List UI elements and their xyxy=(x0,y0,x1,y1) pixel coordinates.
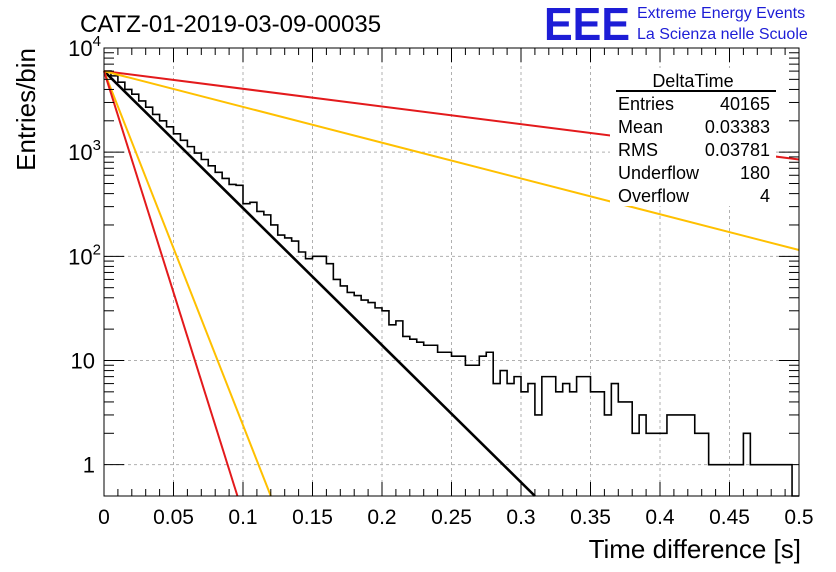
stats-label: Mean xyxy=(618,117,663,137)
stats-label: Overflow xyxy=(618,186,690,206)
stats-value: 40165 xyxy=(720,94,770,114)
stats-box: DeltaTime Entries 40165 Mean 0.03383 RMS 0.03… xyxy=(610,68,776,206)
org-line-2: La Scienza nelle Scuole xyxy=(637,26,808,43)
stats-value: 180 xyxy=(740,163,770,183)
fit-line xyxy=(103,70,239,497)
stats-value: 0.03383 xyxy=(705,117,770,137)
x-tick-label: 0 xyxy=(98,506,110,529)
y-tick-label: 104 xyxy=(68,33,101,61)
x-tick-labels: 0 0.05 0.1 0.15 0.2 0.25 0.3 0.35 0.4 0.45 0.5 xyxy=(98,506,813,529)
x-tick-label: 0.25 xyxy=(431,506,472,529)
stats-rows: Entries 40165 Mean 0.03383 RMS 0.03781Underfl… xyxy=(618,94,770,206)
y-tick-labels: 1 10 102 103 104 xyxy=(68,33,101,478)
y-tick-label: 1 xyxy=(83,453,95,478)
y-axis-title: Entries/bin xyxy=(11,48,41,171)
x-tick-label: 0.2 xyxy=(367,506,396,529)
y-tick-label: 10 xyxy=(71,348,95,373)
grid-lines xyxy=(104,48,799,496)
x-tick-label: 0.1 xyxy=(228,506,257,529)
stats-value: 4 xyxy=(760,186,770,206)
stats-box-title: DeltaTime xyxy=(652,71,733,91)
x-tick-label: 0.35 xyxy=(570,506,611,529)
x-tick-label: 0.4 xyxy=(645,506,675,529)
x-tick-label: 0.45 xyxy=(709,506,750,529)
axis-ticks xyxy=(103,47,800,496)
fit-line xyxy=(103,70,272,497)
histogram xyxy=(104,70,799,497)
stats-label: Underflow xyxy=(618,163,700,183)
x-tick-label: 0.5 xyxy=(784,506,813,529)
y-tick-label: 102 xyxy=(68,241,101,269)
stats-label: Entries xyxy=(618,94,674,114)
x-tick-label: 0.3 xyxy=(506,506,535,529)
stats-label: RMS xyxy=(618,140,658,160)
x-tick-label: 0.05 xyxy=(153,506,194,529)
org-line-1: Extreme Energy Events xyxy=(637,5,805,22)
fit-line xyxy=(103,70,536,497)
x-tick-label: 0.15 xyxy=(292,506,333,529)
fit-line xyxy=(103,70,800,251)
run-title: CATZ-01-2019-03-09-00035 xyxy=(80,11,381,38)
histogram-outline xyxy=(104,70,799,497)
eee-logo: EEE xyxy=(544,0,630,50)
y-tick-label: 103 xyxy=(68,137,101,165)
stats-value: 0.03781 xyxy=(705,140,770,160)
x-axis-title: Time difference [s] xyxy=(589,534,801,564)
